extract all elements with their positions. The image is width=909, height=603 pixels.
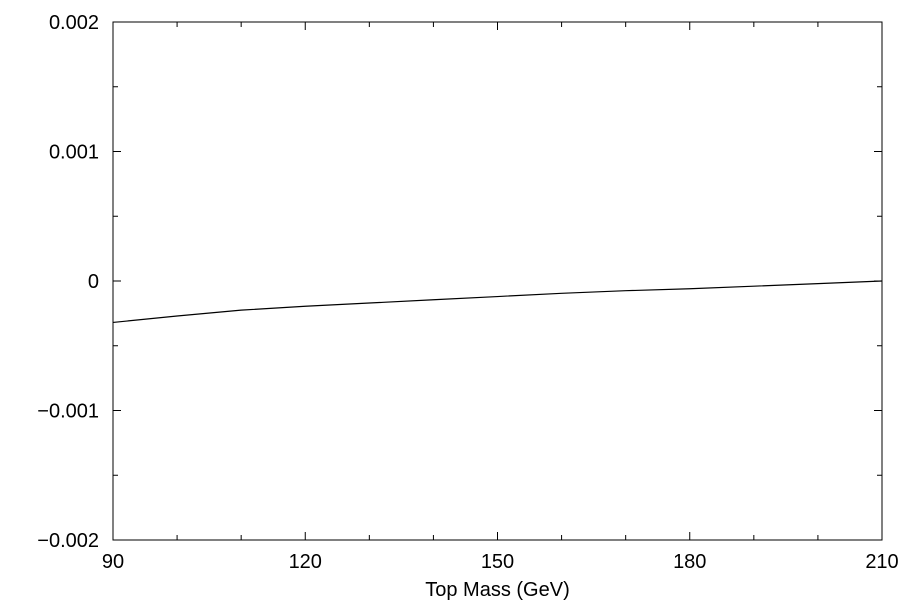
- x-tick-label: 150: [481, 551, 514, 573]
- y-tick-label: 0.001: [49, 142, 99, 164]
- x-tick-label: 180: [673, 551, 706, 573]
- series-line: [112, 280, 883, 324]
- y-tick-label: 0.002: [49, 12, 99, 34]
- x-tick-label: 90: [102, 551, 124, 573]
- x-axis-title: Top Mass (GeV): [425, 579, 569, 601]
- y-tick-labels: −0.002 −0.001 0 0.001 0.002: [37, 12, 99, 552]
- plot-frame: [112, 21, 883, 541]
- x-tick-label: 120: [289, 551, 322, 573]
- x-tick-label: 210: [865, 551, 898, 573]
- y-tick-label: −0.002: [37, 530, 99, 552]
- y-tick-label: 0: [88, 271, 99, 293]
- y-tick-label: −0.001: [37, 401, 99, 423]
- axis-ticks: [112, 21, 883, 541]
- series-group: [112, 280, 883, 324]
- x-tick-labels: 90 120 150 180 210: [102, 551, 899, 573]
